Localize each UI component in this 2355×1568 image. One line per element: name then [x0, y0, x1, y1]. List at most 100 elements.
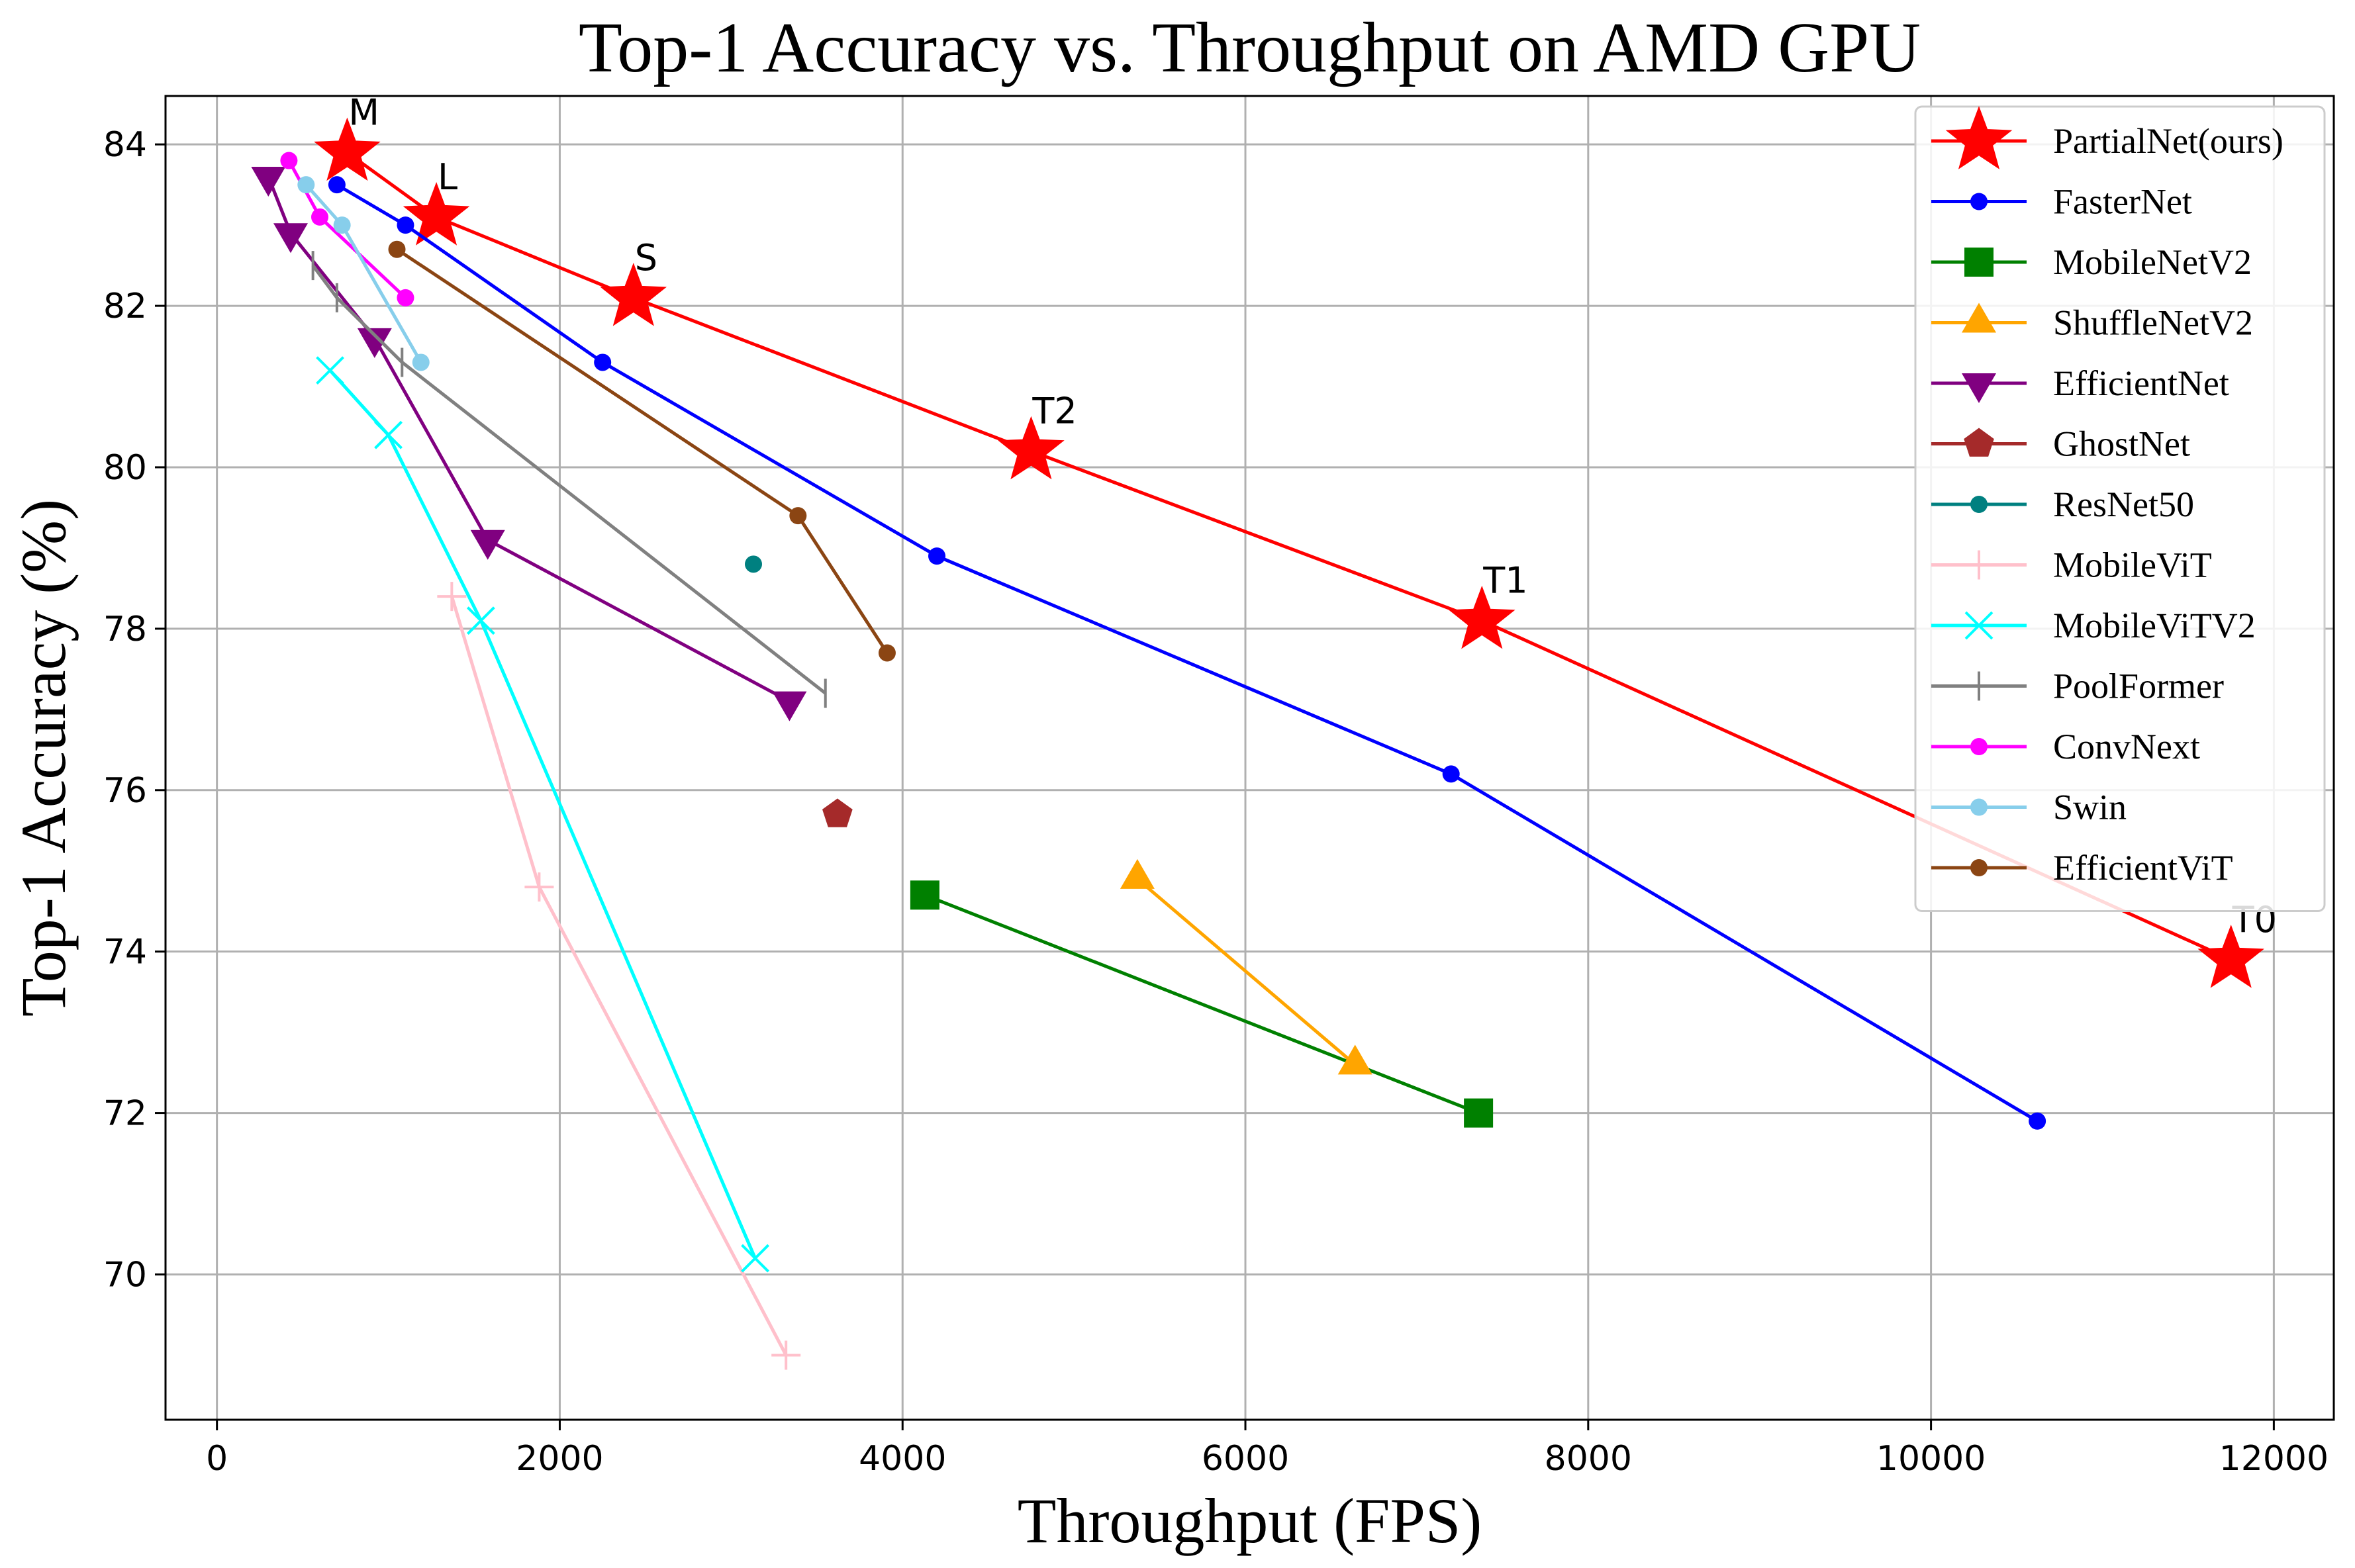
data-label: S — [635, 237, 657, 279]
data-point — [412, 353, 430, 371]
legend-item: GhostNet — [1931, 424, 2190, 464]
legend-item: PartialNet(ours) — [1931, 106, 2283, 169]
data-label: T1 — [1482, 560, 1527, 602]
series-mobilenetv2 — [910, 880, 1494, 1128]
legend-label: GhostNet — [2053, 424, 2190, 464]
x-tick-label: 8000 — [1545, 1439, 1632, 1479]
legend-swatch-marker — [1970, 738, 1988, 755]
y-tick-label: 78 — [103, 610, 147, 649]
series-poolformer — [311, 251, 827, 708]
series-line — [1136, 877, 1357, 1066]
legend-box — [1914, 105, 2326, 912]
data-point — [388, 240, 406, 258]
x-tick-label: 12000 — [2219, 1439, 2329, 1479]
legend-label: EfficientNet — [2053, 363, 2229, 403]
data-point — [251, 167, 286, 197]
y-tick-label: 74 — [103, 933, 147, 972]
legend-item: MobileViTV2 — [1931, 606, 2256, 645]
data-point — [316, 356, 344, 385]
data-point — [524, 872, 554, 902]
legend-item: EfficientViT — [1931, 848, 2233, 888]
data-point — [466, 606, 495, 635]
series-shufflenetv2 — [1120, 858, 1372, 1075]
data-point — [273, 223, 308, 254]
data-point — [745, 555, 763, 573]
legend-item: Swin — [1931, 788, 2127, 827]
y-tick-label: 70 — [103, 1255, 147, 1295]
data-point — [771, 1340, 801, 1370]
y-axis-label: Top-1 Accuracy (%) — [8, 499, 79, 1017]
data-point — [772, 691, 807, 721]
tick-layer: 0 2000 4000 6000 8000 10000 12000 70 72 74 76 78 80 8… — [103, 125, 2329, 1479]
legend-swatch-marker — [1964, 248, 1994, 277]
series-line — [328, 369, 757, 1260]
data-point — [789, 507, 807, 525]
x-tick-label: 10000 — [1876, 1439, 1986, 1479]
legend-item: ResNet50 — [1931, 484, 2194, 524]
data-point — [470, 530, 505, 560]
legend-swatch-marker — [1970, 496, 1988, 513]
data-point — [1442, 765, 1460, 783]
legend-item: ConvNext — [1931, 727, 2200, 766]
data-label: L — [438, 156, 457, 198]
data-point — [333, 216, 351, 234]
series-line — [311, 264, 827, 695]
legend-swatch-marker — [1964, 611, 1994, 640]
series-efficientnet — [251, 167, 807, 721]
series-convnext — [280, 152, 414, 306]
legend-item: ShuffleNetV2 — [1931, 302, 2253, 343]
legend-label: MobileViT — [2053, 545, 2212, 585]
series-fasternet — [328, 176, 2046, 1130]
legend-swatch-marker — [1945, 106, 2013, 169]
legend-label: MobileViTV2 — [2053, 606, 2256, 645]
data-point — [1464, 1098, 1494, 1128]
data-point — [357, 328, 392, 358]
legend-label: ResNet50 — [2053, 484, 2194, 524]
data-label: T2 — [1032, 391, 1077, 432]
data-point — [1448, 585, 1515, 649]
legend-item: MobileNetV2 — [1931, 242, 2252, 282]
data-point — [594, 353, 612, 371]
legend-swatch-marker — [1964, 428, 1994, 457]
series-line — [924, 893, 1480, 1115]
x-tick-label: 6000 — [1202, 1439, 1289, 1479]
series-efficientvit — [388, 240, 896, 662]
series-mobilevit — [437, 582, 801, 1370]
data-point — [2029, 1112, 2046, 1130]
legend-item: PoolFormer — [1931, 667, 2224, 706]
data-point — [374, 420, 403, 449]
legend-item: FasterNet — [1931, 182, 2192, 222]
legend-swatch-marker — [1970, 193, 1988, 210]
x-tick-label: 4000 — [859, 1439, 946, 1479]
y-tick-label: 80 — [103, 448, 147, 488]
data-label: M — [348, 91, 379, 133]
legend-swatch-marker — [1970, 859, 1988, 876]
series-line — [336, 183, 2039, 1123]
legend-label: ConvNext — [2053, 727, 2200, 766]
series-ghostnet — [822, 798, 853, 827]
data-point — [297, 176, 315, 194]
series-mobilevitv2 — [316, 356, 770, 1273]
legend-swatch-marker — [1970, 798, 1988, 816]
legend-label: PoolFormer — [2053, 667, 2224, 706]
legend-label: FasterNet — [2053, 182, 2192, 222]
data-point — [878, 644, 896, 662]
y-tick-label: 84 — [103, 125, 147, 165]
legend-swatch-marker — [1962, 373, 1996, 403]
chart-title: Top-1 Accuracy vs. Throughput on AMD GPU — [579, 9, 1921, 87]
y-tick-label: 82 — [103, 287, 147, 326]
legend-label: ShuffleNetV2 — [2053, 303, 2253, 343]
y-tick-label: 72 — [103, 1094, 147, 1134]
x-tick-label: 0 — [206, 1439, 228, 1479]
legend-swatch-marker — [1964, 550, 1994, 580]
data-point — [928, 547, 946, 565]
x-axis-label: Throughput (FPS) — [1018, 1485, 1482, 1556]
legend-item: EfficientNet — [1931, 363, 2229, 403]
series-swin — [297, 176, 430, 371]
data-point — [314, 117, 381, 181]
series-resnet50 — [745, 555, 763, 573]
